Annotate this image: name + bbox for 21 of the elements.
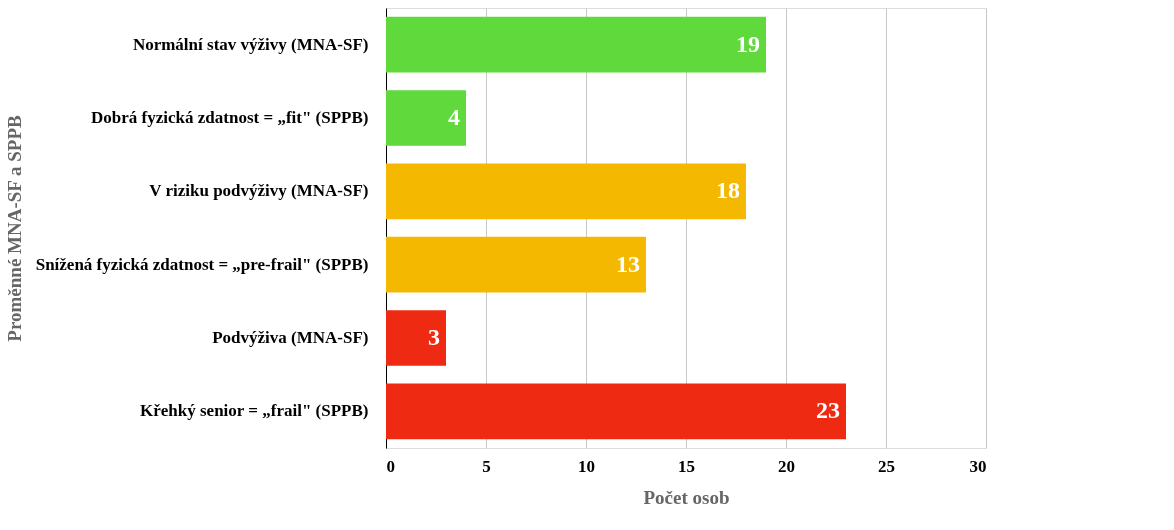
data-label: 19	[736, 30, 760, 57]
x-tick-label: 15	[678, 456, 695, 476]
x-axis-title: Počet osob	[643, 486, 730, 508]
x-tick-label: 30	[969, 456, 987, 476]
y-tick-label: Dobrá fyzická zdatnost = „fit" (SPPB)	[91, 108, 369, 127]
data-label: 3	[428, 324, 440, 350]
x-tick-label: 10	[578, 456, 595, 476]
y-tick-label: Podvýživa (MNA-SF)	[212, 328, 369, 347]
x-tick-label: 20	[778, 456, 795, 476]
y-axis-title: Proměnné MNA-SF a SPPB	[3, 114, 25, 342]
y-tick-label: Snížená fyzická zdatnost = „pre-frail" (SPPB)	[35, 254, 369, 274]
x-tick-label: 0	[386, 456, 395, 476]
data-label: 4	[448, 104, 460, 130]
data-label: 13	[616, 250, 640, 277]
y-tick-label: Normální stav výživy (MNA-SF)	[132, 34, 369, 54]
data-label: 18	[716, 177, 740, 204]
x-tick-label: 5	[482, 456, 491, 476]
x-tick-label: 25	[878, 456, 895, 476]
y-tick-label: V riziku podvýživy (MNA-SF)	[149, 181, 369, 201]
data-label: 23	[816, 397, 840, 424]
y-tick-label: Křehký senior = „frail" (SPPB)	[140, 401, 369, 421]
